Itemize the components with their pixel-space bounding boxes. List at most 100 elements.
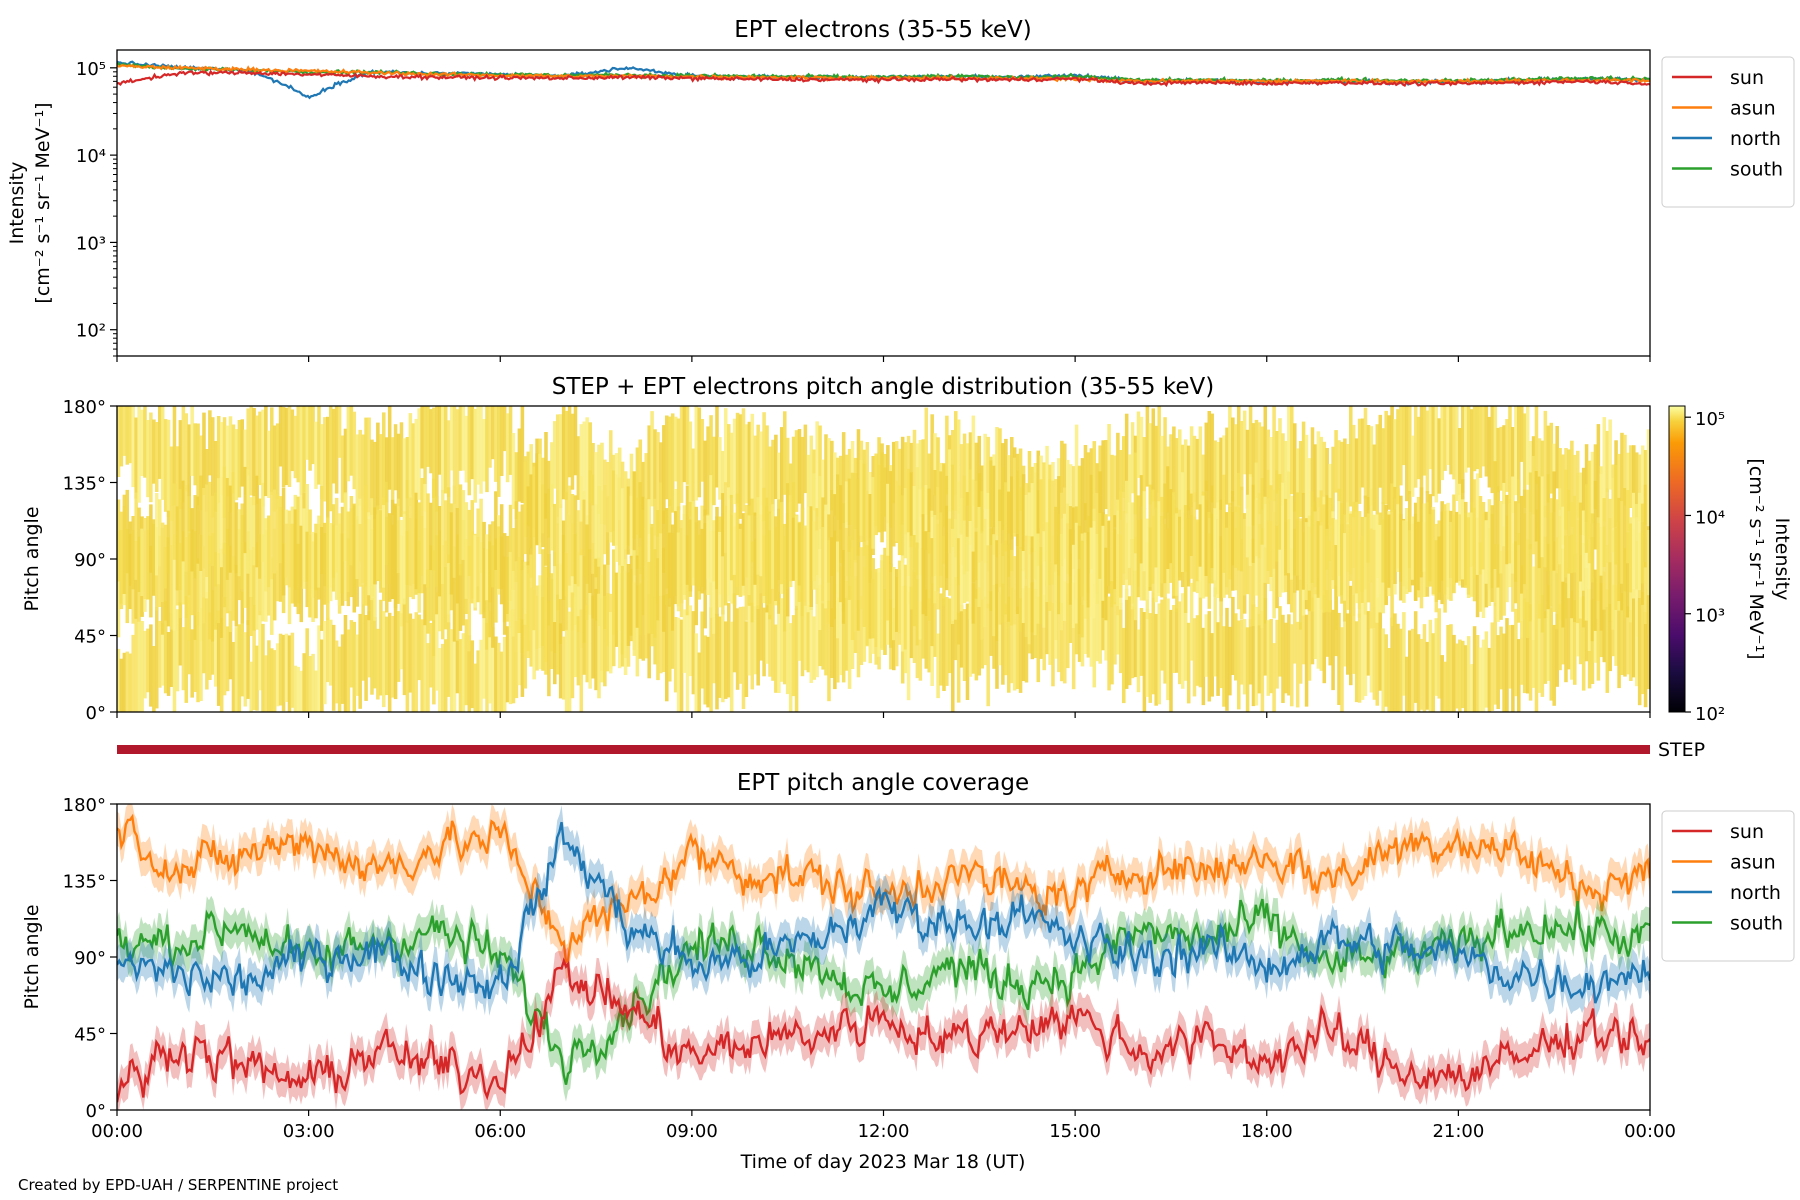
- heatmap-cell: [1012, 457, 1017, 537]
- heatmap-cell: [152, 646, 156, 712]
- heatmap-cell: [329, 619, 333, 686]
- heatmap-cell: [1419, 487, 1424, 578]
- heatmap-cell: [977, 506, 982, 607]
- heatmap-cell: [874, 453, 878, 536]
- heatmap-cell: [1570, 534, 1574, 619]
- heatmap-cell: [214, 492, 218, 587]
- heatmap-cell: [921, 439, 926, 527]
- heatmap-cell: [305, 406, 309, 460]
- heatmap-cell: [181, 480, 186, 562]
- heatmap-cell: [128, 521, 133, 586]
- heatmap-cell: [367, 417, 371, 517]
- heatmap-cell: [659, 533, 663, 596]
- heatmap-cell: [1437, 608, 1441, 699]
- heatmap-cell: [331, 624, 336, 711]
- heatmap-cell: [446, 614, 451, 697]
- heatmap-cell: [1033, 472, 1038, 580]
- heatmap-cell: [1578, 554, 1583, 619]
- heatmap-cell: [1517, 639, 1521, 712]
- heatmap-cell: [296, 406, 301, 483]
- heatmap-cell: [877, 437, 881, 533]
- heatmap-cell: [373, 441, 377, 526]
- heatmap-cell: [1646, 588, 1650, 690]
- heatmap-cell: [429, 545, 433, 621]
- heatmap-cell: [1251, 538, 1256, 627]
- heatmap-cell: [1272, 489, 1276, 569]
- heatmap-cell: [358, 429, 362, 506]
- heatmap-cell: [544, 493, 548, 566]
- heatmap-cell: [735, 503, 740, 587]
- heatmap-cell: [1558, 516, 1562, 621]
- heatmap-cell: [688, 519, 693, 592]
- heatmap-cell: [1248, 474, 1253, 566]
- heatmap-cell: [1593, 480, 1598, 550]
- heatmap-cell: [441, 545, 445, 640]
- heatmap-cell: [694, 506, 699, 587]
- heatmap-cell: [1021, 551, 1026, 623]
- heatmap-cell: [1145, 518, 1150, 600]
- heatmap-cell: [193, 531, 197, 640]
- heatmap-cell: [750, 541, 755, 623]
- heatmap-cell: [1045, 522, 1049, 602]
- heatmap-cell: [1490, 406, 1495, 494]
- heatmap-cell: [311, 653, 315, 712]
- heatmap-cell: [588, 470, 592, 553]
- heatmap-cell: [491, 406, 495, 460]
- heatmap-cell: [387, 516, 392, 584]
- panel3-ylabel: Pitch angle: [21, 904, 43, 1009]
- heatmap-cell: [673, 416, 678, 482]
- heatmap-cell: [1590, 451, 1595, 524]
- heatmap-cell: [446, 420, 451, 498]
- heatmap-cell: [270, 558, 274, 635]
- heatmap-cell: [408, 497, 413, 598]
- heatmap-cell: [850, 547, 855, 640]
- heatmap-cell: [567, 485, 572, 586]
- panel2-ylabel: Pitch angle: [21, 506, 43, 611]
- heatmap-cell: [202, 412, 206, 495]
- heatmap-cell: [1399, 406, 1403, 486]
- heatmap-cell: [1124, 588, 1129, 689]
- heatmap-cell: [1496, 486, 1500, 588]
- heatmap-cell: [1623, 434, 1627, 506]
- heatmap-cell: [1331, 609, 1335, 691]
- heatmap-cell: [785, 588, 790, 695]
- heatmap-cell: [155, 607, 159, 709]
- heatmap-cell: [1437, 418, 1441, 494]
- heatmap-cell: [1275, 619, 1279, 689]
- heatmap-cell: [414, 418, 419, 526]
- x-tick-label: 00:00: [91, 1121, 143, 1142]
- heatmap-cell: [1525, 489, 1530, 590]
- heatmap-cell: [1475, 635, 1480, 712]
- heatmap-cell: [1531, 566, 1536, 641]
- heatmap-cell: [1207, 611, 1212, 702]
- heatmap-cell: [352, 503, 357, 595]
- heatmap-cell: [1640, 592, 1645, 695]
- heatmap-cell: [718, 616, 722, 698]
- heatmap-cell: [1354, 621, 1359, 703]
- heatmap-cell: [986, 545, 990, 609]
- heatmap-cell: [665, 415, 669, 500]
- heatmap-cell: [423, 610, 427, 712]
- heatmap-cell: [1481, 639, 1486, 712]
- heatmap-cell: [918, 489, 923, 575]
- heatmap-cell: [302, 508, 306, 589]
- heatmap-cell: [1608, 603, 1612, 672]
- heatmap-cell: [1537, 476, 1542, 569]
- heatmap-cell: [1540, 476, 1545, 558]
- heatmap-cell: [1166, 598, 1170, 701]
- heatmap-cell: [137, 406, 141, 503]
- heatmap-cell: [1001, 467, 1005, 556]
- heatmap-cell: [1584, 522, 1589, 621]
- heatmap-cell: [912, 429, 917, 531]
- heatmap-cell: [809, 580, 814, 683]
- heatmap-cell: [617, 565, 622, 631]
- heatmap-cell: [246, 531, 250, 625]
- heatmap-cell: [803, 573, 808, 671]
- heatmap-cell: [900, 495, 905, 563]
- heatmap-cell: [314, 421, 318, 489]
- heatmap-cell: [1086, 587, 1091, 658]
- heatmap-cell: [1107, 424, 1111, 517]
- heatmap-cell: [1322, 588, 1327, 684]
- heatmap-cell: [892, 567, 896, 641]
- heatmap-cell: [520, 406, 525, 503]
